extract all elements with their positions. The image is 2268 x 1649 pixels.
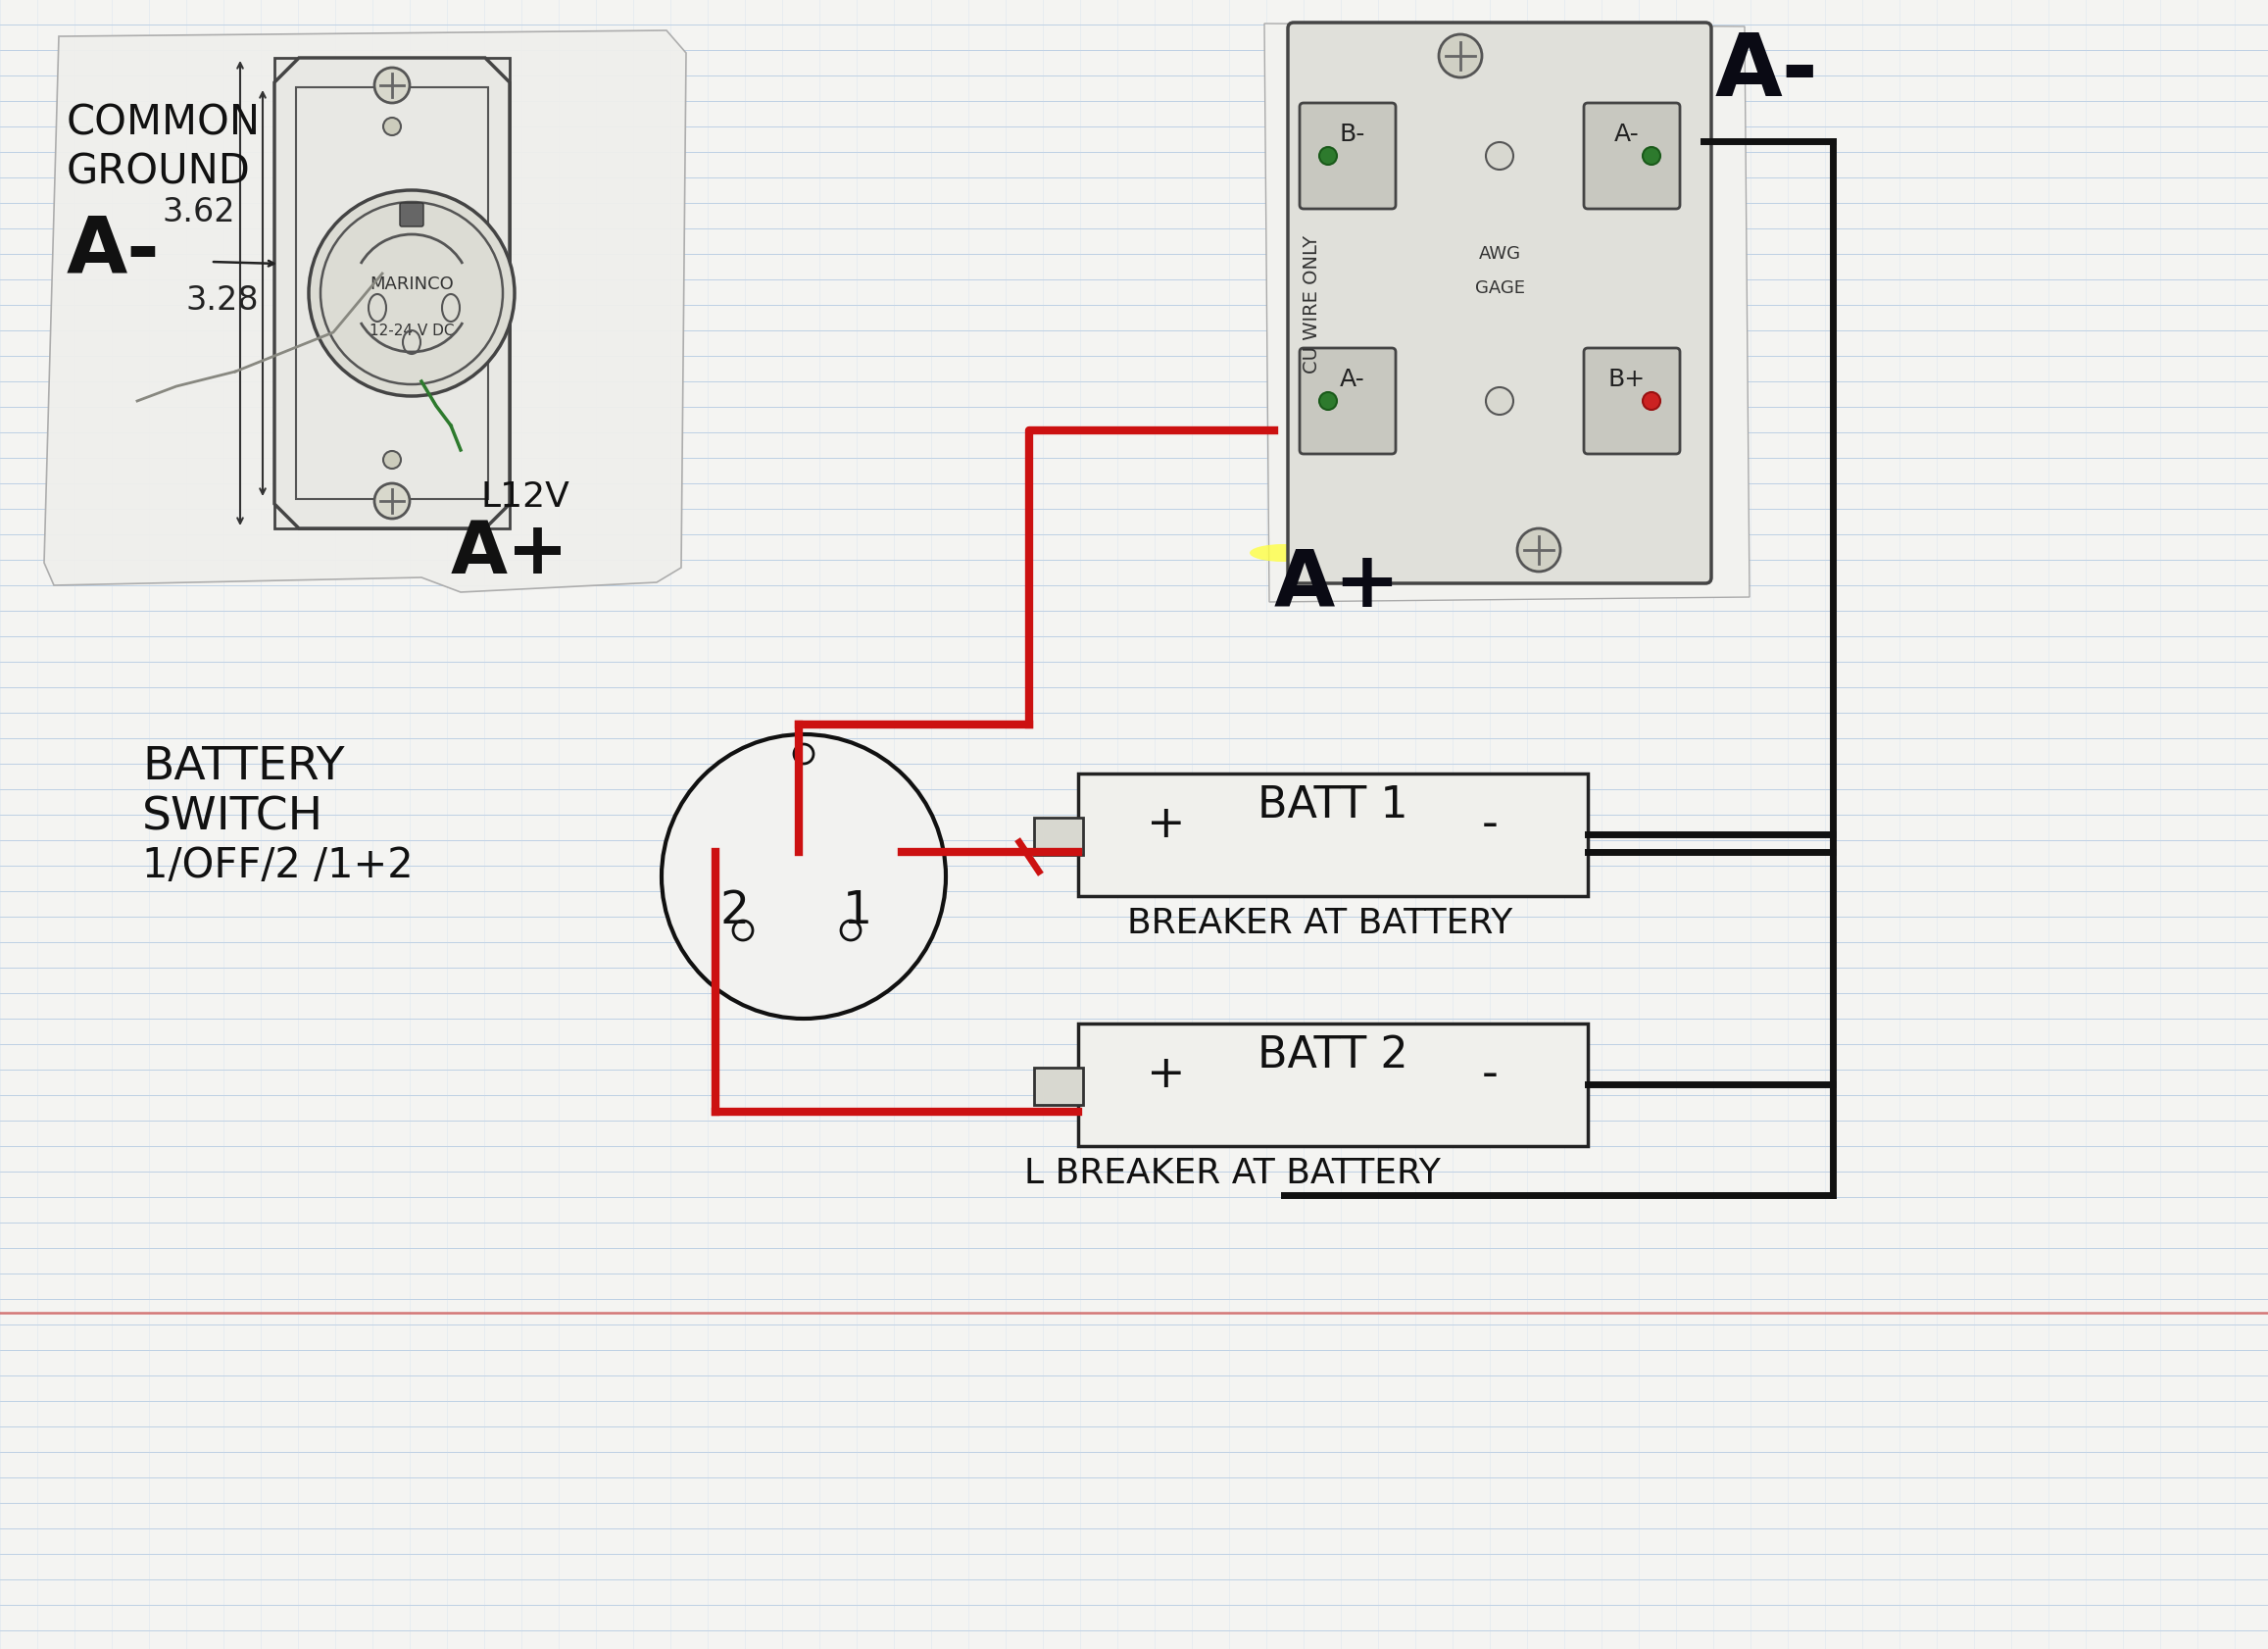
Text: L BREAKER AT BATTERY: L BREAKER AT BATTERY (1025, 1156, 1440, 1189)
Text: B-: B- (1340, 122, 1365, 147)
Text: A-: A- (1715, 30, 1819, 115)
Text: 3.62: 3.62 (161, 196, 236, 228)
Text: SWITCH: SWITCH (143, 795, 324, 839)
Circle shape (662, 735, 946, 1019)
Circle shape (1486, 388, 1513, 416)
Text: 1/OFF/2 /1+2: 1/OFF/2 /1+2 (143, 844, 413, 886)
Text: BREAKER AT BATTERY: BREAKER AT BATTERY (1127, 907, 1513, 940)
Text: A-: A- (66, 214, 161, 290)
FancyBboxPatch shape (1288, 23, 1712, 584)
Text: BATTERY: BATTERY (143, 745, 345, 788)
Polygon shape (43, 31, 687, 592)
Text: -: - (1481, 803, 1499, 848)
Circle shape (841, 922, 860, 940)
Circle shape (383, 452, 401, 470)
FancyBboxPatch shape (1583, 104, 1681, 209)
Text: B+: B+ (1608, 368, 1647, 391)
Text: CU WIRE ONLY: CU WIRE ONLY (1302, 234, 1320, 373)
Circle shape (733, 922, 753, 940)
Circle shape (1486, 143, 1513, 170)
FancyBboxPatch shape (1583, 350, 1681, 455)
Circle shape (383, 119, 401, 137)
Circle shape (1642, 148, 1660, 165)
Text: 1: 1 (844, 889, 873, 933)
Text: 12-24 V DC: 12-24 V DC (370, 323, 454, 338)
Circle shape (1320, 392, 1336, 411)
Text: GROUND: GROUND (66, 152, 252, 193)
Circle shape (374, 485, 411, 519)
Text: A+: A+ (451, 518, 569, 589)
Text: L12V: L12V (481, 480, 569, 513)
Bar (1077, 773, 1588, 897)
Polygon shape (274, 59, 510, 529)
Polygon shape (1263, 25, 1749, 602)
FancyBboxPatch shape (1300, 104, 1395, 209)
Text: -: - (1481, 1052, 1499, 1097)
Circle shape (1438, 35, 1481, 79)
Circle shape (1642, 392, 1660, 411)
Text: BATT 1: BATT 1 (1259, 783, 1408, 826)
Text: A-: A- (1340, 368, 1365, 391)
Text: +: + (1148, 803, 1186, 848)
Text: COMMON: COMMON (66, 102, 261, 143)
Text: BATT 2: BATT 2 (1259, 1034, 1408, 1075)
Text: A+: A+ (1275, 547, 1402, 623)
Bar (274, 59, 510, 529)
Text: AWG: AWG (1479, 246, 1520, 262)
Text: 2: 2 (721, 889, 751, 933)
Text: A-: A- (1615, 122, 1640, 147)
Bar (1077, 1024, 1588, 1146)
Circle shape (794, 745, 814, 763)
Text: 3.28: 3.28 (186, 284, 259, 317)
Bar (1034, 818, 1084, 856)
Text: MARINCO: MARINCO (370, 275, 454, 294)
Ellipse shape (1250, 544, 1318, 562)
FancyBboxPatch shape (399, 204, 424, 228)
Circle shape (308, 191, 515, 397)
Text: +: + (1148, 1052, 1186, 1097)
Circle shape (1320, 148, 1336, 165)
Circle shape (374, 69, 411, 104)
Circle shape (1517, 529, 1560, 572)
Bar (297, 87, 488, 500)
Text: GAGE: GAGE (1474, 279, 1524, 297)
Bar (1034, 1069, 1084, 1105)
FancyBboxPatch shape (1300, 350, 1395, 455)
